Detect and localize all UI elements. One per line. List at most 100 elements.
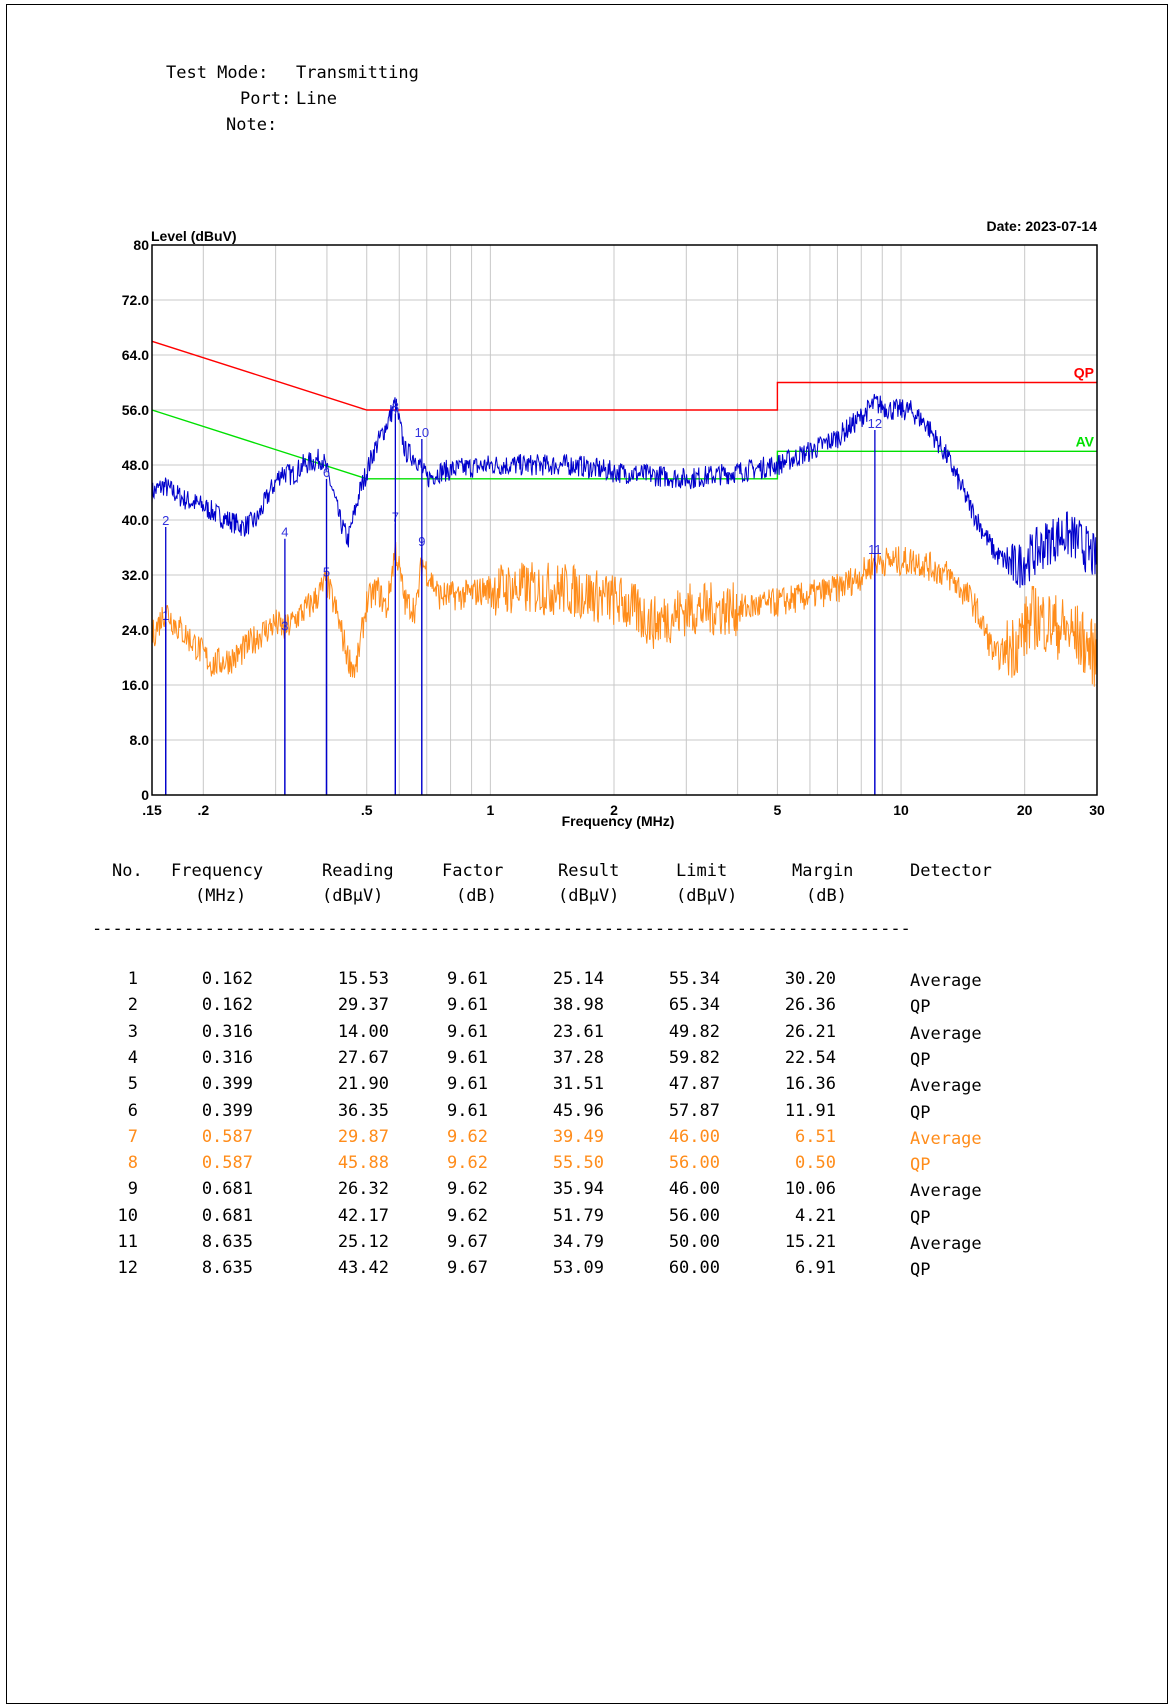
column-unit: (dB) [456, 886, 497, 906]
table-cell-result: 25.14 [552, 969, 604, 989]
y-tick-label: 48.0 [122, 457, 149, 473]
column-header: Margin [792, 861, 854, 881]
column-unit: (dBµV) [676, 886, 738, 906]
table-cell-result: 23.61 [552, 1021, 604, 1042]
table-cell-margin: 26.36 [784, 995, 836, 1016]
y-tick-label: 64.0 [122, 347, 149, 363]
table-cell-factor: 9.61 [447, 1047, 488, 1068]
peak-trace [151, 393, 1098, 588]
x-axis-ticks: .15 .2 .5 1 2 5 10 20 30 [142, 802, 1105, 818]
table-cell-no: 2 [127, 995, 138, 1016]
column-header: Factor [442, 861, 504, 881]
marker-label: 12 [868, 416, 882, 431]
table-cell-limit: 57.87 [668, 1100, 720, 1121]
table-cell-freq: 0.587 [201, 1126, 253, 1147]
table-cell-factor: 9.61 [447, 995, 488, 1016]
table-cell-result: 34.79 [552, 1232, 604, 1252]
x-tick-label: .5 [361, 802, 373, 818]
table-cell-no: 10 [117, 1205, 138, 1226]
table-cell-reading: 42.17 [337, 1205, 389, 1226]
x-axis-label: Frequency (MHz) [562, 813, 675, 829]
table-cell-freq: 0.316 [201, 1021, 253, 1042]
table-cell-reading: 15.53 [337, 969, 389, 989]
table-cell-detector: QP [910, 1260, 931, 1281]
table-cell-limit: 60.00 [668, 1258, 720, 1279]
table-cell-margin: 15.21 [784, 1232, 836, 1252]
table-cell-detector: QP [910, 1049, 931, 1070]
x-tick-label: 1 [486, 802, 494, 818]
table-cell-freq: 0.162 [201, 995, 253, 1016]
table-cell-reading: 29.37 [337, 995, 389, 1016]
table-cell-reading: 25.12 [337, 1232, 389, 1252]
marker-label: 8 [392, 399, 399, 414]
x-tick-label: 20 [1017, 802, 1033, 818]
table-cell-no: 4 [127, 1047, 138, 1068]
table-cell-detector: QP [910, 1207, 931, 1228]
y-tick-label: 80 [133, 237, 149, 253]
table-cell-factor: 9.62 [447, 1153, 488, 1174]
table-cell-no: 7 [127, 1126, 138, 1147]
table-cell-factor: 9.62 [447, 1179, 488, 1200]
table-cell-no: 5 [127, 1074, 138, 1095]
column-unit: (dBµV) [558, 886, 620, 906]
marker-label: 2 [162, 513, 169, 528]
port-label: Port: [240, 89, 292, 109]
table-cell-reading: 14.00 [337, 1021, 389, 1042]
table-cell-reading: 36.35 [337, 1100, 389, 1121]
table-cell-margin: 22.54 [784, 1047, 836, 1068]
table-cell-margin: 4.21 [795, 1205, 836, 1226]
table-cell-reading: 21.90 [337, 1074, 389, 1095]
y-axis-label: Level (dBuV) [151, 228, 237, 244]
table-cell-factor: 9.61 [447, 969, 488, 989]
table-cell-margin: 30.20 [784, 969, 836, 989]
table-cell-factor: 9.61 [447, 1074, 488, 1095]
plot-area [151, 244, 1098, 796]
table-cell-result: 39.49 [552, 1126, 604, 1147]
table-cell-limit: 55.34 [668, 969, 720, 989]
y-tick-label: 16.0 [122, 677, 149, 693]
table-cell-margin: 16.36 [784, 1074, 836, 1095]
emission-chart: QP AV 123456789101112 0 8.0 16.0 24.0 32.0 40.… [122, 218, 1105, 829]
table-cell-limit: 65.34 [668, 995, 720, 1016]
table-cell-no: 11 [117, 1232, 138, 1252]
limit-line-av [151, 409, 1097, 480]
measurement-traces [151, 393, 1098, 687]
limit-line-qp [151, 340, 1097, 411]
table-cell-freq: 0.316 [201, 1047, 253, 1068]
table-cell-factor: 9.62 [447, 1126, 488, 1147]
limit-lines: QP AV [151, 340, 1097, 480]
table-cell-limit: 56.00 [668, 1205, 720, 1226]
y-tick-label: 40.0 [122, 512, 149, 528]
column-header: Detector [910, 861, 992, 881]
table-cell-no: 6 [127, 1100, 138, 1121]
test-mode-value: Transmitting [296, 63, 419, 83]
table-cell-freq: 0.399 [201, 1100, 253, 1121]
marker-label: 10 [415, 425, 429, 440]
y-tick-label: 72.0 [122, 292, 149, 308]
table-cell-no: 8 [127, 1153, 138, 1174]
table-cell-detector: Average [910, 1181, 982, 1202]
table-cell-factor: 9.67 [447, 1258, 488, 1279]
table-cell-reading: 45.88 [337, 1153, 389, 1174]
y-tick-label: 32.0 [122, 567, 149, 583]
table-cell-no: 12 [117, 1258, 138, 1279]
x-tick-label: .2 [197, 802, 209, 818]
table-cell-freq: 0.162 [201, 969, 253, 989]
table-cell-factor: 9.61 [447, 1100, 488, 1121]
x-tick-label: 5 [774, 802, 782, 818]
table-cell-result: 37.28 [552, 1047, 604, 1068]
table-cell-result: 35.94 [552, 1179, 604, 1200]
table-cell-detector: Average [910, 971, 982, 991]
table-cell-limit: 46.00 [668, 1126, 720, 1147]
x-tick-label: 2 [610, 802, 618, 818]
y-tick-label: 0 [141, 787, 149, 803]
table-divider: ----------------------------------------… [92, 919, 911, 939]
column-header: No. [112, 861, 143, 881]
table-cell-result: 53.09 [552, 1258, 604, 1279]
column-unit: (dB) [806, 886, 847, 906]
table-cell-result: 38.98 [552, 995, 604, 1016]
table-cell-detector: Average [910, 1023, 982, 1044]
table-cell-freq: 0.587 [201, 1153, 253, 1174]
table-cell-detector: QP [910, 1102, 931, 1123]
column-header: Frequency [171, 861, 264, 881]
